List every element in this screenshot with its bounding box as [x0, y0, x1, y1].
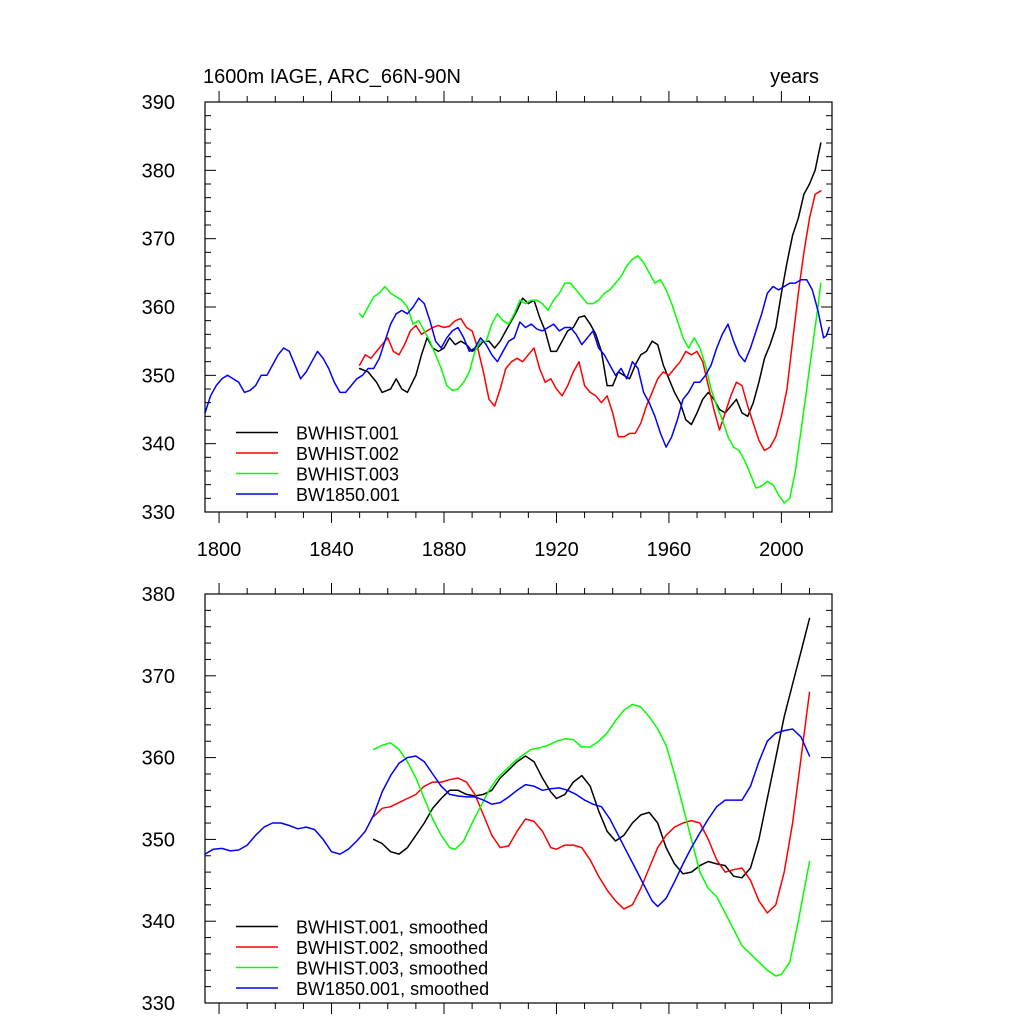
top-series-group [204, 142, 830, 504]
top-y-tick-label: 330 [142, 502, 175, 524]
bottom-series-group [204, 617, 811, 977]
bottom-series-line-2 [372, 703, 811, 977]
top-x-tick-label: 1840 [309, 539, 354, 561]
bottom-y-tick-label: 330 [142, 993, 175, 1015]
top-chart-title: 1600m IAGE, ARC_66N-90N [203, 66, 461, 88]
bottom-y-tick-label: 370 [142, 666, 175, 688]
top-y-tick-label: 340 [142, 434, 175, 456]
top-y-tick-label: 380 [142, 160, 175, 182]
top-x-tick-label: 2000 [759, 539, 804, 561]
bottom-series-line-0 [372, 617, 811, 879]
top-legend-label: BW1850.001 [296, 485, 400, 505]
top-series-line-2 [358, 255, 822, 504]
bottom-y-tick-label: 360 [142, 748, 175, 770]
top-series-line-0 [358, 142, 822, 426]
bottom-series-line-1 [372, 691, 811, 914]
top-series-line-3 [204, 278, 830, 448]
bottom-legend-label: BWHIST.001, smoothed [296, 918, 488, 938]
bottom-plot-frame [204, 593, 833, 1004]
top-chart-panel: 330 340 350 360 370 380 390 1800 1840 1880 1920 196… [142, 91, 833, 561]
top-y-tick-label: 390 [142, 92, 175, 114]
top-x-tick-label: 1920 [534, 539, 579, 561]
top-series-line-1 [358, 190, 822, 452]
bottom-y-tick-label: 380 [142, 584, 175, 606]
bottom-legend-label: BWHIST.002, smoothed [296, 938, 488, 958]
bottom-y-tick-label: 350 [142, 829, 175, 851]
top-chart-units-label: years [770, 66, 819, 88]
bottom-legend-label: BW1850.001, smoothed [296, 979, 489, 999]
top-x-tick-label: 1800 [197, 539, 242, 561]
top-x-tick-label: 1880 [422, 539, 467, 561]
top-x-tick-label: 1960 [647, 539, 692, 561]
top-legend-label: BWHIST.002 [296, 444, 399, 464]
top-legend-label: BWHIST.003 [296, 465, 399, 485]
top-y-tick-label: 370 [142, 229, 175, 251]
bottom-series-line-3 [204, 728, 811, 908]
bottom-legend-label: BWHIST.003, smoothed [296, 959, 488, 979]
top-y-tick-label: 350 [142, 365, 175, 387]
top-legend-label: BWHIST.001 [296, 424, 399, 444]
top-y-tick-label: 360 [142, 297, 175, 319]
bottom-y-tick-label: 340 [142, 911, 175, 933]
